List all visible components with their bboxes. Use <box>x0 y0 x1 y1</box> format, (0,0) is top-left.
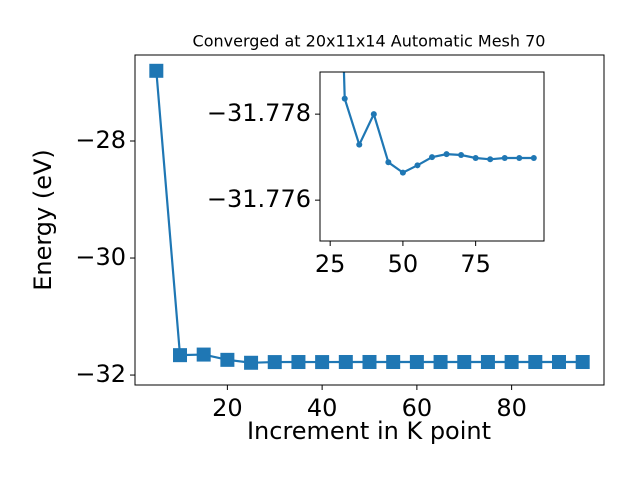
axes-frame <box>134 54 605 386</box>
x-tick-label: 20 <box>212 394 243 422</box>
y-tick-label: −30 <box>75 243 126 271</box>
data-point <box>487 156 494 163</box>
data-point <box>385 159 392 166</box>
x-tick-label: 80 <box>496 394 527 422</box>
plot-content <box>341 72 537 176</box>
x-tick-label: 60 <box>402 394 433 422</box>
data-point <box>501 155 508 162</box>
data-point <box>196 347 211 362</box>
data-point <box>267 355 282 370</box>
data-point <box>399 169 406 176</box>
data-point <box>551 355 566 370</box>
data-point <box>356 141 363 148</box>
data-point <box>458 151 465 158</box>
data-point <box>149 63 164 78</box>
y-tick-label: −31.778 <box>207 99 311 127</box>
data-point <box>362 354 377 369</box>
data-point <box>457 355 472 370</box>
data-point <box>244 355 259 370</box>
data-point <box>480 355 495 370</box>
data-point <box>220 352 235 367</box>
data-point <box>575 355 590 370</box>
data-point <box>443 151 450 158</box>
y-tick-label: −31.776 <box>207 185 311 213</box>
data-point <box>504 355 519 370</box>
data-point <box>516 155 523 162</box>
x-axis-label: Increment in K point <box>247 417 491 445</box>
data-point <box>370 111 377 118</box>
data-point <box>433 355 448 370</box>
data-point <box>173 348 188 363</box>
y-axis-label: Energy (eV) <box>29 149 57 291</box>
chart-title: Converged at 20x11x14 Automatic Mesh 70 <box>193 32 546 51</box>
data-point <box>472 155 479 162</box>
axes-frame <box>319 71 545 242</box>
plot-content <box>149 63 590 370</box>
x-tick-label: 50 <box>388 250 419 278</box>
data-point <box>414 162 421 169</box>
y-tick-label: −32 <box>75 360 126 388</box>
data-point <box>528 355 543 370</box>
data-point <box>338 354 353 369</box>
data-point <box>530 155 537 162</box>
y-tick-label: −28 <box>75 126 126 154</box>
x-tick-label: 40 <box>307 394 338 422</box>
data-point <box>386 354 401 369</box>
data-point <box>291 355 306 370</box>
data-point <box>341 95 348 102</box>
x-tick-label: 25 <box>315 250 346 278</box>
data-point <box>409 355 424 370</box>
data-point <box>315 355 330 370</box>
data-point <box>429 154 435 161</box>
x-tick-label: 75 <box>460 250 491 278</box>
